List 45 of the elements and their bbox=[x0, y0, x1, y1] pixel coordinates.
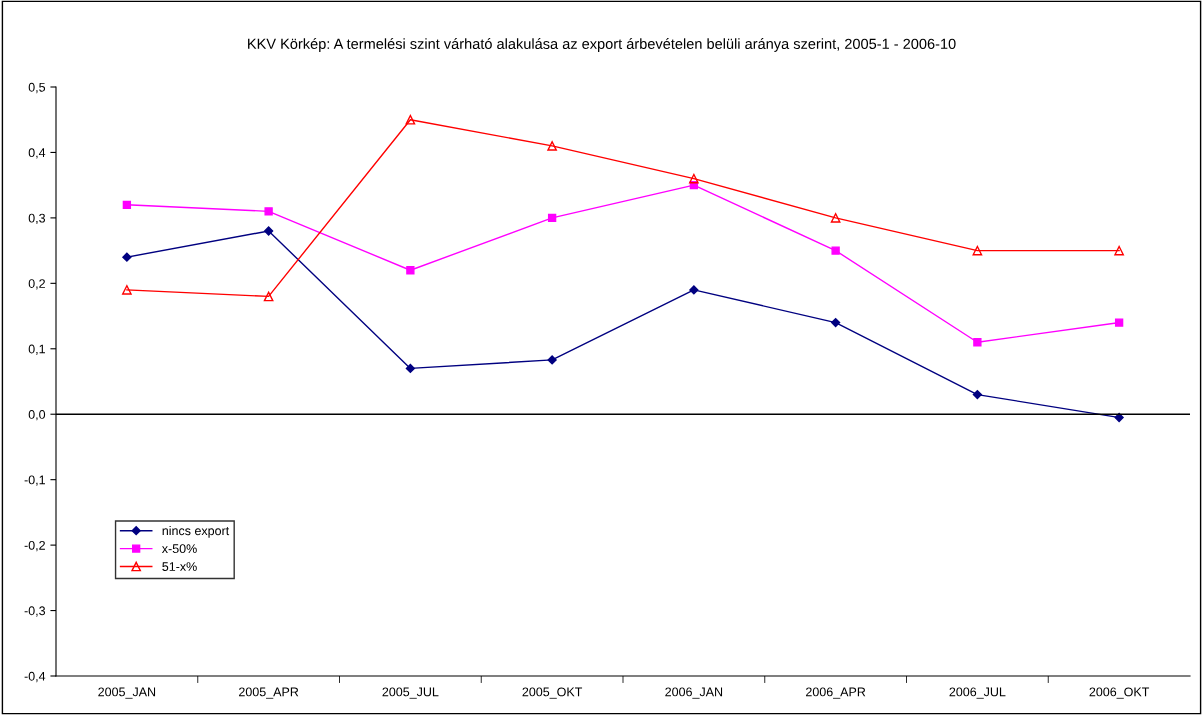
point bbox=[1114, 318, 1124, 327]
point bbox=[547, 355, 557, 365]
y-tick-label: -0,2 bbox=[24, 540, 45, 552]
x-tick-label: 2005_OKT bbox=[522, 687, 583, 699]
point bbox=[122, 252, 132, 262]
point bbox=[973, 338, 982, 347]
y-tick-label: -0,3 bbox=[24, 606, 46, 617]
point bbox=[405, 363, 415, 374]
point bbox=[263, 291, 274, 302]
x-tick-label: 2006_JUL bbox=[949, 687, 1006, 699]
y-tick-label: -0,4 bbox=[24, 671, 46, 683]
point bbox=[689, 173, 699, 184]
y-tick-label: 0,1 bbox=[28, 344, 45, 355]
point bbox=[972, 389, 982, 400]
point bbox=[830, 213, 841, 223]
y-tick-label: 0,5 bbox=[28, 82, 46, 94]
point bbox=[547, 213, 557, 223]
y-tick-label: 0,3 bbox=[28, 213, 46, 225]
y-tick-label: 0,2 bbox=[28, 279, 45, 290]
y-tick-label: 0,0 bbox=[28, 410, 46, 421]
point bbox=[406, 266, 415, 275]
point bbox=[264, 226, 274, 236]
x-tick-label: 2005_JAN bbox=[98, 687, 156, 699]
chart-title: KKV Körkép: A termelési szint várható alakulása az export árbevételen belüli aránya szerint, 2005-1 - 2006-10 bbox=[248, 38, 956, 52]
y-tick-label: -0,1 bbox=[24, 475, 45, 486]
point bbox=[831, 317, 841, 328]
point bbox=[264, 207, 273, 216]
legend-label: x-50% bbox=[161, 544, 197, 554]
x-tick-label: 2005_APR bbox=[239, 687, 299, 699]
legend-label: nincs export bbox=[162, 526, 230, 538]
x-tick-label: 2005_JUL bbox=[382, 687, 439, 699]
point bbox=[1114, 245, 1124, 256]
point bbox=[547, 141, 557, 151]
point bbox=[689, 285, 699, 295]
point bbox=[972, 245, 983, 256]
point bbox=[122, 285, 132, 295]
legend-label: 51-x% bbox=[162, 562, 197, 571]
point bbox=[831, 246, 840, 255]
x-tick-label: 2006_JAN bbox=[665, 687, 723, 699]
x-tick-label: 2006_APR bbox=[806, 687, 866, 699]
x-tick-label: 2006_OKT bbox=[1089, 687, 1150, 699]
point bbox=[405, 114, 416, 125]
point bbox=[1114, 412, 1124, 423]
y-tick-label: 0,4 bbox=[28, 148, 46, 159]
point bbox=[122, 200, 132, 209]
